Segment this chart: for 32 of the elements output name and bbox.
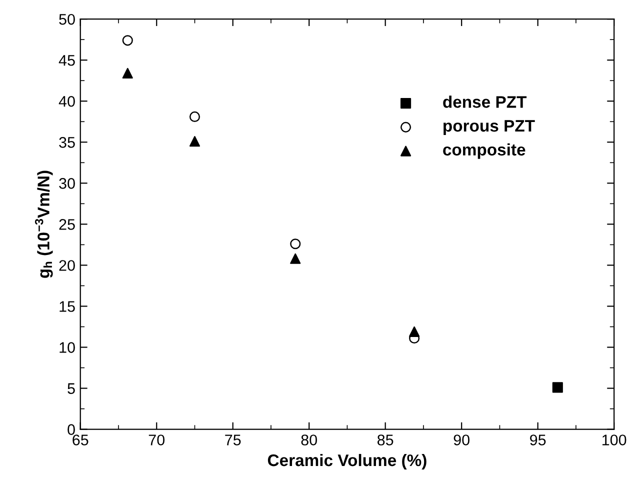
legend-label: porous PZT (444, 120, 535, 136)
y-tick-label: 30 (59, 178, 75, 189)
x-tick-label: 80 (301, 434, 317, 446)
point (552, 382, 563, 393)
point (290, 238, 301, 250)
y-tick-label: 40 (58, 96, 75, 107)
point (122, 35, 133, 46)
legend-label: dense PZT (443, 96, 527, 108)
point (290, 253, 301, 264)
x-tick-label: 75 (225, 434, 241, 446)
x-tick-label: 100 (602, 434, 626, 446)
x-tick-label: 65 (72, 434, 88, 446)
x-axis-title: Ceramic Volume (%) (268, 454, 426, 470)
y-tick-label: 25 (59, 219, 75, 230)
y-tick-label: 20 (59, 260, 75, 271)
x-tick-label: 95 (530, 434, 546, 446)
y-axis-title: g$_{h}$ (10$^{−3}$Vm/N) (34, 170, 53, 278)
x-tick-label: 90 (454, 434, 470, 446)
point (409, 326, 420, 337)
point (122, 68, 133, 79)
y-tick-label: 0 (68, 424, 75, 435)
x-tick-label: 85 (378, 434, 394, 446)
point (189, 136, 200, 147)
y-tick-label: 35 (59, 137, 75, 148)
y-tick-label: 45 (58, 55, 75, 66)
legend-label: composite (443, 143, 526, 159)
y-tick-label: 5 (68, 383, 75, 394)
y-tick-label: 15 (60, 301, 75, 312)
y-tick-label: 10 (60, 342, 75, 353)
y-tick-label: 50 (59, 14, 75, 25)
point (189, 111, 200, 122)
x-tick-label: 70 (148, 434, 165, 446)
